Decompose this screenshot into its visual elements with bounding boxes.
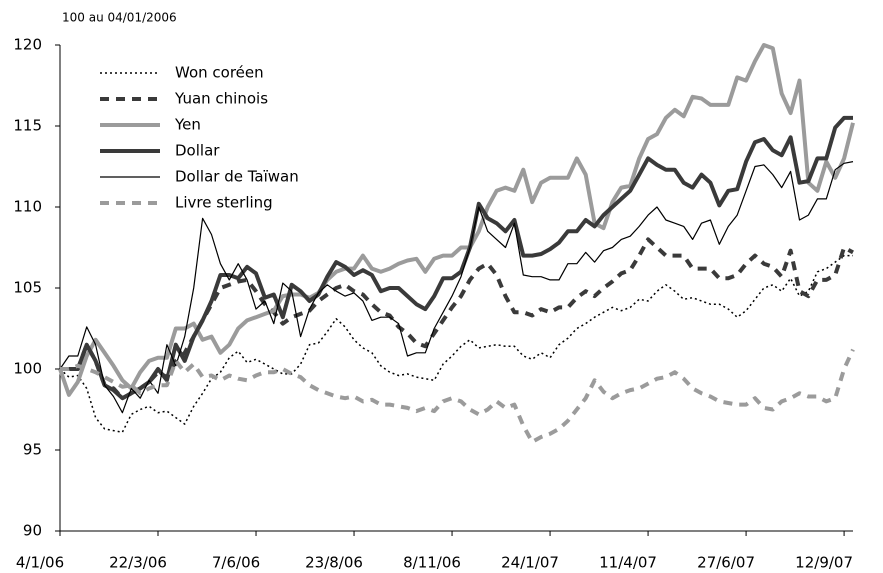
legend-label: Yen <box>174 116 201 134</box>
x-tick-label: 23/8/06 <box>305 554 363 572</box>
series-line <box>59 254 853 433</box>
y-tick-label: 95 <box>23 441 42 459</box>
y-tick-label: 115 <box>13 117 42 135</box>
y-tick-label: 110 <box>13 198 42 216</box>
y-tick-label: 120 <box>13 36 42 54</box>
legend-label: Yuan chinois <box>174 90 268 108</box>
series-line <box>60 237 854 401</box>
x-tick-label: 12/9/07 <box>795 554 853 572</box>
legend-label: Won coréen <box>175 64 264 82</box>
x-tick-label: 4/1/06 <box>16 554 64 572</box>
x-tick-label: 22/3/06 <box>109 554 167 572</box>
x-tick-label: 8/11/06 <box>403 554 461 572</box>
legend-label: Livre sterling <box>175 194 273 212</box>
x-tick-label: 11/4/07 <box>599 554 657 572</box>
series-line <box>60 348 855 444</box>
x-tick-label: 27/6/07 <box>697 554 755 572</box>
x-tick-label: 7/6/06 <box>212 554 260 572</box>
legend-label: Dollar de Taïwan <box>175 168 299 186</box>
chart-subtitle: 100 au 04/01/2006 <box>62 11 177 25</box>
x-tick-label: 24/1/07 <box>501 554 559 572</box>
y-tick-label: 105 <box>13 279 42 297</box>
series-line <box>60 115 853 401</box>
legend-label: Dollar <box>175 142 220 160</box>
series-line <box>58 43 855 397</box>
y-tick-label: 100 <box>13 360 42 378</box>
y-tick-label: 90 <box>23 522 42 540</box>
series-line <box>59 161 854 414</box>
